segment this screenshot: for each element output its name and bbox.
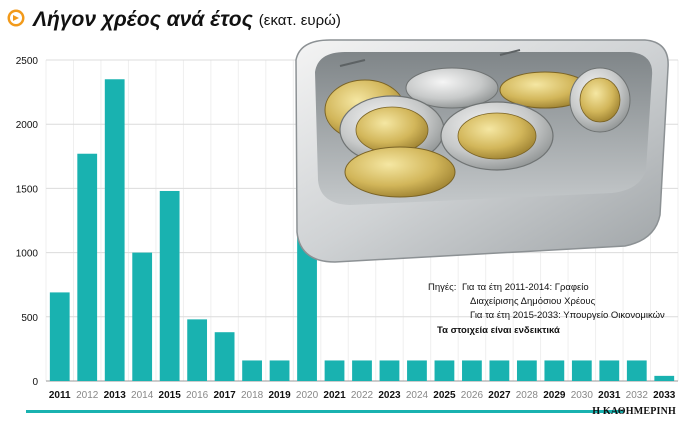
footer: Η ΚΑΘΗΜΕΡΙΝΗ [26,406,676,417]
sources-line-2: Διαχείρισης Δημόσιου Χρέους [470,296,596,307]
x-tick-label: 2026 [461,390,484,401]
x-tick-label: 2030 [571,390,594,401]
x-tick-label: 2014 [131,390,154,401]
y-tick-label: 2500 [16,56,39,67]
bar-2024 [407,360,427,381]
x-tick-label: 2018 [241,390,264,401]
x-tick-label: 2028 [516,390,539,401]
bar-2014 [132,252,153,381]
x-tick-label: 2027 [488,390,511,401]
bar-2012 [77,153,98,381]
bar-2011 [49,292,70,381]
x-tick-label: 2019 [268,390,291,401]
y-tick-label: 2000 [16,120,39,131]
bar-2015 [159,190,180,381]
arrow-right-circle-icon [7,9,25,27]
x-tick-label: 2015 [159,390,182,401]
bar-2021 [324,360,345,381]
bar-2029 [544,360,565,381]
bar-2026 [462,360,482,381]
x-tick-label: 2012 [76,390,99,401]
bar-2016 [187,319,208,381]
x-tick-label: 2025 [433,390,456,401]
bar-2033 [654,375,675,381]
y-tick-label: 0 [32,377,38,388]
x-tick-label: 2017 [213,390,236,401]
x-tick-label: 2033 [653,390,676,401]
x-tick-label: 2022 [351,390,374,401]
sources-line-1: Για τα έτη 2011-2014: Γραφείο [462,282,589,293]
bar-2013 [104,79,125,381]
sources-line-3: Για τα έτη 2015-2033: Υπουργείο Οικονομι… [470,310,665,321]
bar-2028 [516,360,537,381]
x-tick-label: 2031 [598,390,621,401]
x-tick-label: 2023 [378,390,401,401]
x-tick-label: 2021 [323,390,346,401]
coin-tin-illustration [295,39,669,263]
x-tick-label: 2016 [186,390,209,401]
x-tick-label: 2011 [49,390,71,401]
bar-2023 [379,360,400,381]
bar-2017 [214,332,235,381]
bar-2031 [599,360,620,381]
x-tick-label: 2013 [104,390,127,401]
bar-2030 [571,360,592,381]
y-tick-label: 500 [21,313,38,324]
x-tick-label: 2029 [543,390,566,401]
bar-2018 [242,360,262,381]
x-tick-label: 2020 [296,390,319,401]
svg-text:Πηγές: Για τα έτη 2011-2: Πηγές: Για τα έτη 2011-2014: Γραφείο [428,282,589,293]
bar-2027 [489,360,510,381]
x-tick-label: 2024 [406,390,429,401]
x-tick-label: 2032 [626,390,649,401]
indicative-note: Τα στοιχεία είναι ενδεικτικά [437,325,560,336]
chart-title: Λήγον χρέος ανά έτος [32,8,254,31]
y-tick-label: 1000 [16,249,39,260]
header: Λήγον χρέος ανά έτος (εκατ. ευρώ) [7,8,341,31]
bar-2022 [352,360,372,381]
sources-block: Πηγές: Για τα έτη 2011-2014: Γραφείο Δια… [428,282,665,336]
bar-2032 [626,360,647,381]
chart-subtitle: (εκατ. ευρώ) [259,12,341,29]
footer-rule [26,410,624,413]
bar-2025 [434,360,455,381]
y-tick-label: 1500 [16,184,39,195]
publisher-brand: Η ΚΑΘΗΜΕΡΙΝΗ [592,406,676,417]
bars: 2011 2012 2013 2014 2015 2016 2017 2018 2019 2020… [49,79,676,401]
sources-label: Πηγές: [428,282,456,293]
bar-2019 [269,360,290,381]
